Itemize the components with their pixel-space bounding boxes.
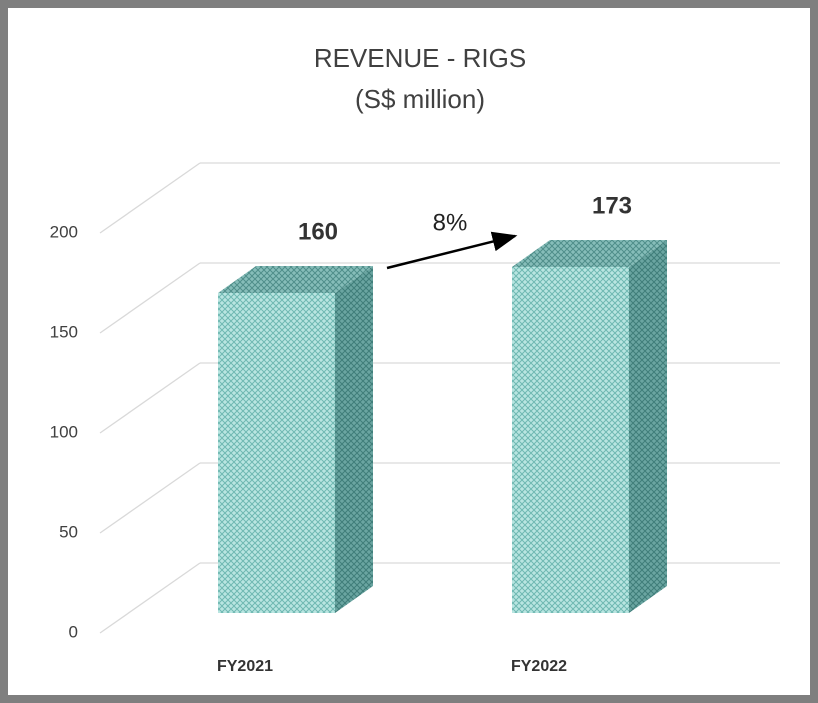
bar-side xyxy=(629,240,667,613)
bar xyxy=(512,267,629,613)
bar-top xyxy=(218,266,373,293)
grid-line-diagonal xyxy=(99,262,201,334)
y-tick-label: 200 xyxy=(50,222,78,241)
grid-line-diagonal xyxy=(99,462,201,534)
bar-side xyxy=(335,266,373,613)
y-tick-label: 150 xyxy=(50,322,78,341)
growth-annotation: 8% xyxy=(433,209,468,236)
x-tick-label: FY2021 xyxy=(217,658,273,675)
y-tick-label: 0 xyxy=(69,622,78,641)
grid-line-diagonal xyxy=(99,562,201,634)
chart-subtitle: (S$ million) xyxy=(355,84,485,114)
chart-title: REVENUE - RIGS xyxy=(314,43,526,73)
bar-top xyxy=(512,240,667,267)
grid-line-diagonal xyxy=(99,362,201,434)
x-tick-label: FY2022 xyxy=(511,658,567,675)
data-label: 160 xyxy=(298,218,338,245)
bar xyxy=(218,293,335,613)
y-tick-label: 50 xyxy=(59,522,78,541)
data-label: 173 xyxy=(592,192,632,219)
y-tick-label: 100 xyxy=(50,422,78,441)
growth-arrow xyxy=(386,231,518,270)
grid-line-diagonal xyxy=(99,162,201,234)
